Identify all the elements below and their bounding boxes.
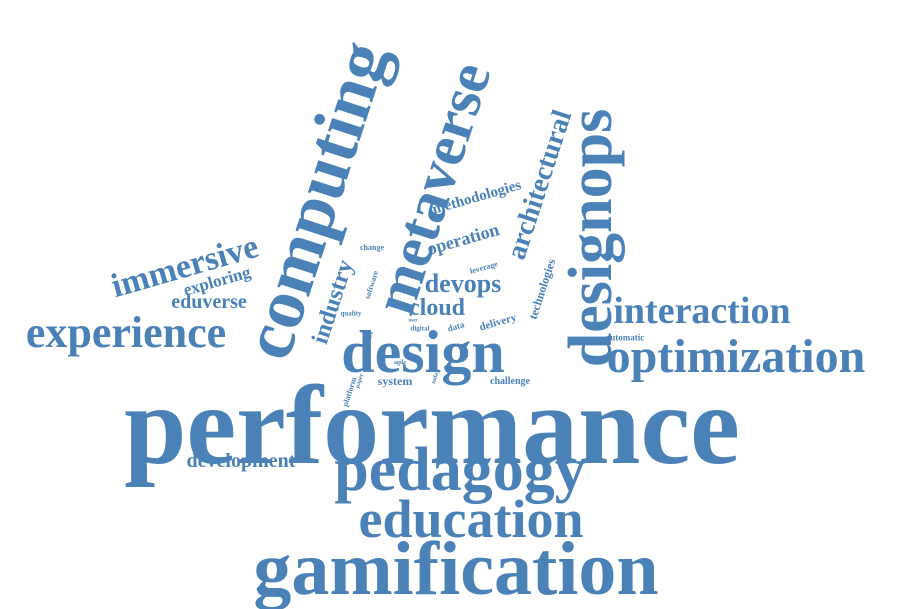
- word-agile: agile: [394, 360, 406, 366]
- word-optimization: optimization: [606, 330, 866, 383]
- word-devops: devops: [424, 269, 502, 298]
- word-experience: experience: [25, 308, 227, 357]
- word-digital: digital: [410, 324, 430, 333]
- word-performance: performance: [124, 364, 740, 488]
- word-change: change: [360, 243, 384, 252]
- word-user: user: [408, 318, 418, 324]
- word-gamification: gamification: [253, 527, 659, 609]
- word-cloud: cloud: [408, 295, 466, 321]
- word-education: education: [358, 489, 584, 549]
- word-development: development: [186, 450, 296, 472]
- word-technologies: technologies: [525, 257, 559, 321]
- word-quality: quality: [340, 309, 362, 318]
- word-interaction: interaction: [613, 290, 791, 332]
- word-system: system: [377, 374, 413, 388]
- word-eduverse: eduverse: [171, 291, 247, 313]
- word-pedagogy: pedagogy: [334, 436, 586, 504]
- word-automatic: automatic: [605, 332, 645, 343]
- word-challenge: challenge: [490, 376, 530, 387]
- word-design: design: [341, 319, 505, 385]
